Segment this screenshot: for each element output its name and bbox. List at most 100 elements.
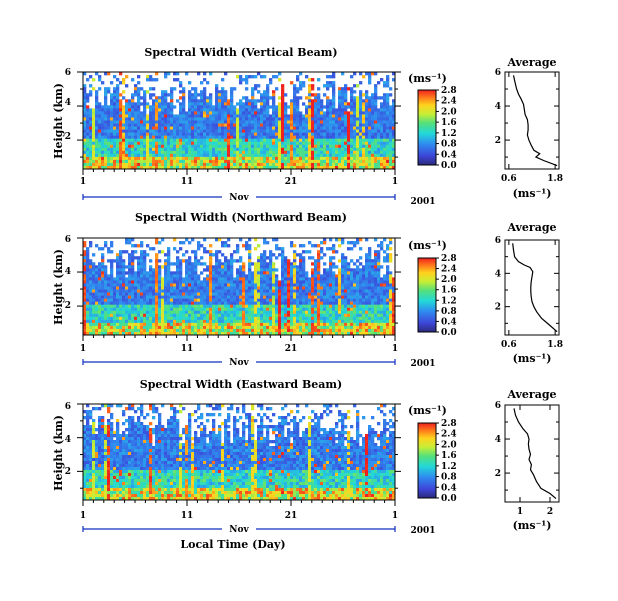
heatmap-cell xyxy=(335,138,339,143)
heatmap-cell xyxy=(164,111,168,115)
heatmap-cell xyxy=(215,322,219,327)
heatmap-cell xyxy=(230,102,234,106)
heatmap-cell xyxy=(164,108,168,112)
heatmap-cell xyxy=(128,298,132,302)
heatmap-cell xyxy=(284,322,288,327)
heatmap-cell xyxy=(107,289,111,293)
heatmap-cell xyxy=(332,301,336,305)
heatmap-cell xyxy=(98,271,102,275)
heatmap-cell xyxy=(290,162,294,167)
heatmap-cell xyxy=(332,277,336,281)
heatmap-cell xyxy=(245,111,249,115)
heatmap-cell xyxy=(359,141,363,146)
heatmap-cell xyxy=(149,93,153,97)
heatmap-cell xyxy=(242,262,246,266)
heatmap-cell xyxy=(314,120,318,124)
heatmap-cell xyxy=(128,150,132,155)
heatmap-cell xyxy=(83,313,87,318)
heatmap-cell xyxy=(314,283,318,287)
heatmap-cell xyxy=(335,316,339,321)
heatmap-cell xyxy=(371,132,375,136)
heatmap-cell xyxy=(287,277,291,281)
heatmap-cell xyxy=(362,150,366,155)
heatmap-cell xyxy=(218,331,222,336)
heatmap-cell xyxy=(203,313,207,318)
heatmap-cell xyxy=(200,138,204,143)
heatmap-cell xyxy=(140,153,144,158)
heatmap-cell xyxy=(164,283,168,287)
heatmap-cell xyxy=(161,304,165,309)
heatmap-cell xyxy=(104,280,108,284)
heatmap-cell xyxy=(131,325,135,330)
heatmap-cell xyxy=(89,271,93,275)
heatmap-cell xyxy=(239,144,243,149)
heatmap-cell xyxy=(293,280,297,284)
heatmap-cell xyxy=(329,84,333,88)
heatmap-cell xyxy=(329,81,333,85)
heatmap-cell xyxy=(221,93,225,97)
heatmap-cell xyxy=(263,328,267,333)
heatmap-cell xyxy=(101,262,105,266)
heatmap-cell xyxy=(191,265,195,269)
heatmap-cell xyxy=(293,244,297,248)
heatmap-cell xyxy=(209,114,213,118)
heatmap-cell xyxy=(356,159,360,164)
heatmap-cell xyxy=(263,111,267,115)
heatmap-cell xyxy=(317,283,321,287)
heatmap-cell xyxy=(302,153,306,158)
heatmap-cell xyxy=(110,310,114,315)
heatmap-cell xyxy=(263,129,267,133)
heatmap-cell xyxy=(170,135,174,139)
heatmap-cell xyxy=(383,81,387,85)
heatmap-cell xyxy=(269,310,273,315)
heatmap-cell xyxy=(317,123,321,127)
heatmap-cell xyxy=(329,277,333,281)
heatmap-cell xyxy=(308,129,312,133)
heatmap-cell xyxy=(251,283,255,287)
heatmap-cell xyxy=(341,111,345,115)
heatmap-cell xyxy=(131,238,135,242)
heatmap-cell xyxy=(131,78,135,82)
heatmap-cell xyxy=(299,114,303,118)
heatmap-cell xyxy=(149,322,153,327)
heatmap-cell xyxy=(194,135,198,139)
heatmap-cell xyxy=(299,292,303,296)
heatmap-cell xyxy=(260,319,264,324)
heatmap-cell xyxy=(143,147,147,152)
heatmap-cell xyxy=(83,126,87,130)
heatmap-cell xyxy=(92,283,96,287)
heatmap-cell xyxy=(98,165,102,170)
heatmap-cell xyxy=(128,289,132,293)
heatmap-cell xyxy=(284,328,288,333)
heatmap-cell xyxy=(326,111,330,115)
heatmap-cell xyxy=(302,304,306,309)
heatmap-cell xyxy=(233,286,237,290)
heatmap-cell xyxy=(182,280,186,284)
heatmap-cell xyxy=(269,316,273,321)
heatmap-cell xyxy=(287,159,291,164)
heatmap-cell xyxy=(140,126,144,130)
heatmap-cell xyxy=(281,301,285,305)
heatmap-cell xyxy=(155,126,159,130)
heatmap-cell xyxy=(212,162,216,167)
heatmap-cell xyxy=(284,165,288,170)
heatmap-cell xyxy=(146,126,150,130)
heatmap-cell xyxy=(242,331,246,336)
heatmap-cell xyxy=(338,238,342,242)
heatmap-cell xyxy=(140,159,144,164)
heatmap-cell xyxy=(89,111,93,115)
heatmap-cell xyxy=(377,147,381,152)
heatmap-cell xyxy=(308,144,312,149)
heatmap-cell xyxy=(212,144,216,149)
heatmap-cell xyxy=(326,129,330,133)
heatmap-cell xyxy=(122,153,126,158)
heatmap-cell xyxy=(224,325,228,330)
heatmap-cell xyxy=(344,102,348,106)
heatmap-cell xyxy=(137,256,141,260)
heatmap-cell xyxy=(239,265,243,269)
heatmap-cell xyxy=(323,156,327,161)
heatmap-cell xyxy=(116,138,120,143)
heatmap-cell xyxy=(251,325,255,330)
heatmap-cell xyxy=(206,162,210,167)
heatmap-cell xyxy=(380,147,384,152)
